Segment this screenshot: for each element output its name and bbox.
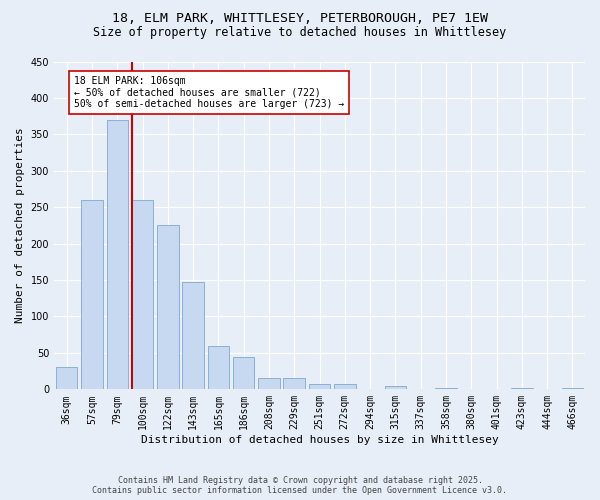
Bar [258, 378, 280, 390]
Bar [309, 384, 330, 390]
Bar [435, 388, 457, 390]
Bar [511, 388, 533, 390]
Bar [132, 200, 153, 390]
Bar [208, 346, 229, 390]
Bar [56, 368, 77, 390]
Text: Size of property relative to detached houses in Whittlesey: Size of property relative to detached ho… [94, 26, 506, 39]
Bar [283, 378, 305, 390]
Text: 18, ELM PARK, WHITTLESEY, PETERBOROUGH, PE7 1EW: 18, ELM PARK, WHITTLESEY, PETERBOROUGH, … [112, 12, 488, 26]
Bar [562, 388, 583, 390]
Bar [81, 200, 103, 390]
Bar [385, 386, 406, 390]
X-axis label: Distribution of detached houses by size in Whittlesey: Distribution of detached houses by size … [140, 435, 499, 445]
Text: 18 ELM PARK: 106sqm
← 50% of detached houses are smaller (722)
50% of semi-detac: 18 ELM PARK: 106sqm ← 50% of detached ho… [74, 76, 344, 110]
Bar [182, 282, 204, 390]
Text: Contains HM Land Registry data © Crown copyright and database right 2025.
Contai: Contains HM Land Registry data © Crown c… [92, 476, 508, 495]
Bar [107, 120, 128, 390]
Y-axis label: Number of detached properties: Number of detached properties [15, 128, 25, 324]
Bar [157, 226, 179, 390]
Bar [334, 384, 356, 390]
Bar [233, 356, 254, 390]
